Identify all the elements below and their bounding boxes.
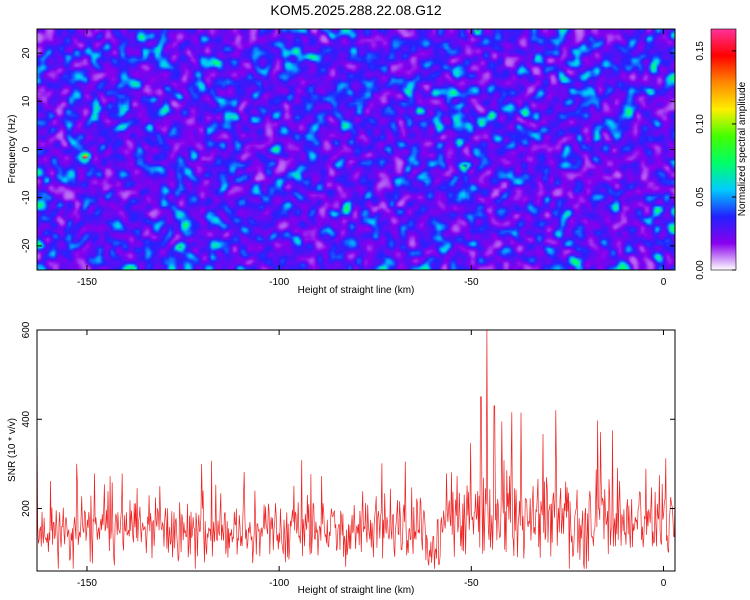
colorbar-tick-label: 0.15 [695,41,706,61]
heatmap-x-tick-label: 0 [661,277,667,288]
colorbar: 0.00 0.05 0.10 0.15 Normalized spectral amp… [695,28,748,280]
heatmap-y-tick-label: -10 [21,190,32,205]
chart-title: KOM5.2025.288.22.08.G12 [270,2,441,18]
heatmap-y-tick-labels: 20 10 0 -10 -20 [21,47,32,253]
heatmap-x-tick-label: -50 [464,277,479,288]
colorbar-tick-label: 0.10 [695,114,706,134]
heatmap-ticks [37,29,675,270]
heatmap-x-tick-label: -100 [269,277,289,288]
colorbar-frame [710,28,737,271]
heatmap-y-tick-label: -20 [21,238,32,253]
snr-x-tick-labels: -150 -100 -50 0 [77,578,667,589]
colorbar-label: Normalized spectral amplitude [737,81,748,216]
heatmap-panel: -150 -100 -50 0 20 10 0 -10 -20 Height of strai… [7,28,676,296]
snr-y-tick-label: 400 [21,410,32,427]
snr-x-tick-label: -100 [269,578,289,589]
heatmap-x-axis-label: Height of straight line (km) [298,285,415,296]
snr-y-tick-labels: 200 400 600 [21,321,32,517]
snr-x-tick-label: -150 [77,578,97,589]
colorbar-gradient [711,29,736,270]
colorbar-tick-label: 0.05 [695,187,706,207]
heatmap-y-tick-label: 10 [21,95,32,107]
colorbar-tick-label: 0.00 [695,260,706,280]
snr-ticks [37,329,675,571]
snr-x-tick-label: 0 [661,578,667,589]
heatmap-y-axis-label: Frequency (Hz) [7,115,18,184]
snr-frame [36,329,676,572]
snr-panel: -150 -100 -50 0 200 400 600 Height of straigh… [7,321,676,596]
snr-x-axis-label: Height of straight line (km) [298,585,415,596]
colorbar-tick-labels: 0.00 0.05 0.10 0.15 [695,41,736,280]
snr-y-tick-label: 600 [21,321,32,338]
snr-x-tick-label: -50 [464,578,479,589]
heatmap-x-tick-labels: -150 -100 -50 0 [77,277,667,288]
snr-series-line [37,330,675,569]
snr-y-axis-label: SNR (10 * v/v) [7,418,18,482]
heatmap-y-tick-label: 0 [21,146,32,152]
heatmap-x-tick-label: -150 [77,277,97,288]
heatmap-image [37,29,675,270]
heatmap-y-tick-label: 20 [21,47,32,59]
snr-y-tick-label: 200 [21,500,32,517]
